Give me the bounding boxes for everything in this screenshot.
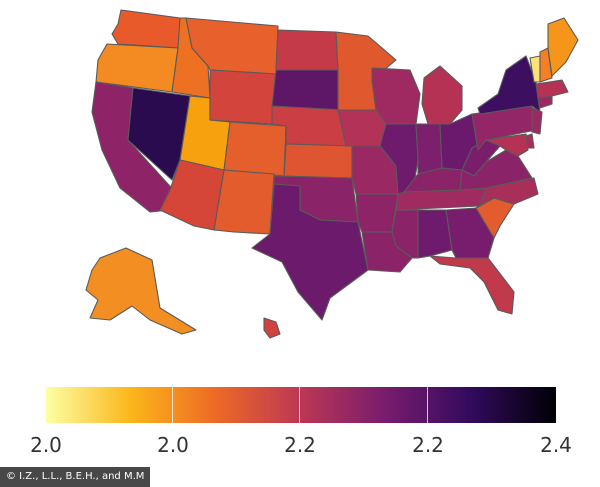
- state-hawaii: [263, 317, 281, 339]
- state-maryland: [485, 133, 529, 157]
- state-wyoming: [209, 69, 277, 125]
- state-maine: [547, 17, 579, 77]
- state-indiana: [415, 123, 443, 175]
- state-tennessee: [395, 187, 487, 211]
- colorbar-tick-label: 2.2: [412, 433, 444, 457]
- colorbar-tick-mark: [172, 387, 173, 423]
- colorbar: [46, 387, 556, 423]
- state-massachusetts: [535, 79, 569, 99]
- colorbar-gradient: [46, 387, 556, 423]
- colorbar-tick-mark: [427, 387, 428, 423]
- state-south-dakota: [271, 69, 339, 111]
- colorbar-tick-mark: [299, 387, 300, 423]
- state-michigan: [421, 65, 463, 125]
- choropleth-map: [85, 9, 579, 339]
- state-iowa: [337, 109, 387, 147]
- state-colorado: [223, 121, 287, 177]
- colorbar-tick-label: 2.4: [540, 433, 572, 457]
- state-washington: [111, 9, 181, 49]
- state-north-dakota: [275, 29, 339, 71]
- state-nevada: [127, 87, 191, 181]
- colorbar-tick-label: 2.2: [284, 433, 316, 457]
- colorbar-tick-label: 2.0: [157, 433, 189, 457]
- state-kansas: [283, 143, 353, 179]
- state-oregon: [95, 43, 179, 93]
- state-alabama: [417, 209, 453, 259]
- state-alaska: [85, 247, 197, 335]
- state-texas: [251, 183, 369, 321]
- colorbar-tick-label: 2.0: [30, 433, 62, 457]
- state-arkansas: [355, 193, 399, 233]
- image-credit: © I.Z., L.L., B.E.H., and M.M: [0, 467, 151, 487]
- state-new-jersey: [531, 107, 543, 135]
- state-florida: [429, 255, 515, 315]
- state-new-mexico: [213, 169, 275, 235]
